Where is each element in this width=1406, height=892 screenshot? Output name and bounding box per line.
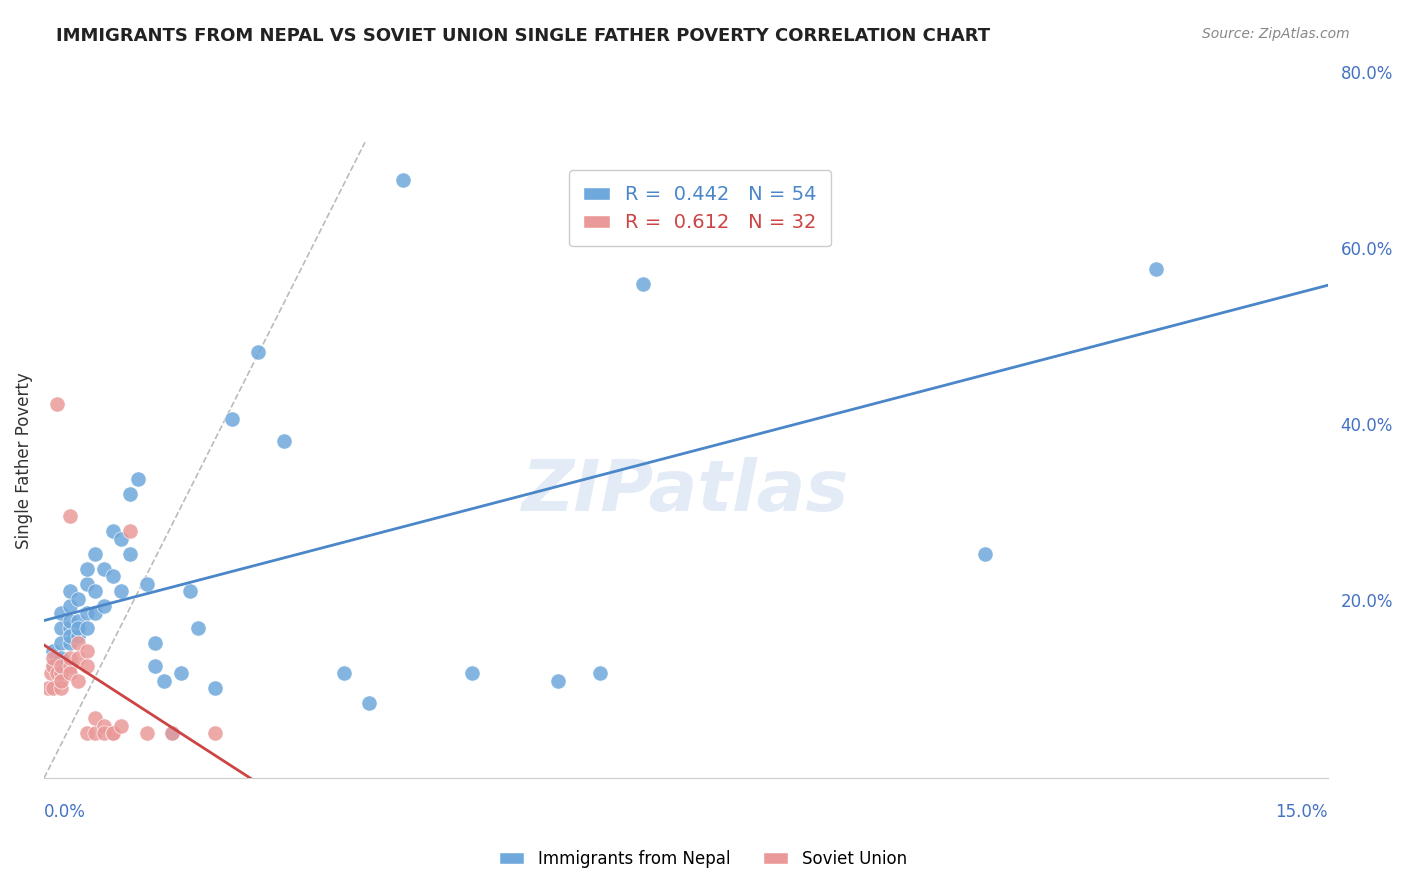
Soviet Union: [76, 726, 98, 740]
Immigrants from Nepal: [359, 696, 381, 710]
Immigrants from Nepal: [51, 607, 73, 621]
Soviet Union: [84, 726, 107, 740]
Immigrants from Nepal: [101, 524, 124, 539]
Immigrants from Nepal: [51, 651, 73, 665]
Immigrants from Nepal: [59, 629, 82, 643]
Immigrants from Nepal: [332, 666, 354, 681]
Immigrants from Nepal: [76, 607, 98, 621]
Immigrants from Nepal: [67, 591, 90, 606]
Soviet Union: [204, 726, 226, 740]
Immigrants from Nepal: [127, 472, 149, 486]
Soviet Union: [59, 666, 82, 681]
Soviet Union: [51, 666, 73, 681]
Immigrants from Nepal: [118, 547, 141, 561]
Text: 0.0%: 0.0%: [44, 804, 86, 822]
Immigrants from Nepal: [76, 576, 98, 591]
Immigrants from Nepal: [84, 607, 107, 621]
Immigrants from Nepal: [118, 487, 141, 501]
Immigrants from Nepal: [179, 584, 201, 599]
Soviet Union: [135, 726, 157, 740]
Soviet Union: [41, 681, 63, 696]
Soviet Union: [67, 636, 90, 650]
Immigrants from Nepal: [1146, 262, 1168, 277]
Text: 15.0%: 15.0%: [1275, 804, 1327, 822]
Text: 20.0%: 20.0%: [1340, 593, 1393, 611]
Soviet Union: [46, 666, 69, 681]
Text: 80.0%: 80.0%: [1340, 65, 1393, 83]
Soviet Union: [101, 726, 124, 740]
Immigrants from Nepal: [143, 658, 166, 673]
Text: 60.0%: 60.0%: [1340, 241, 1393, 259]
Soviet Union: [59, 509, 82, 524]
Soviet Union: [110, 719, 132, 733]
Soviet Union: [41, 658, 63, 673]
Immigrants from Nepal: [67, 629, 90, 643]
Soviet Union: [51, 681, 73, 696]
Immigrants from Nepal: [93, 561, 115, 575]
Soviet Union: [67, 673, 90, 688]
Immigrants from Nepal: [461, 666, 484, 681]
Immigrants from Nepal: [51, 622, 73, 636]
Immigrants from Nepal: [110, 584, 132, 599]
Soviet Union: [76, 644, 98, 658]
Immigrants from Nepal: [93, 599, 115, 613]
Soviet Union: [84, 711, 107, 725]
Immigrants from Nepal: [59, 584, 82, 599]
Legend: R =  0.442   N = 54, R =  0.612   N = 32: R = 0.442 N = 54, R = 0.612 N = 32: [569, 170, 831, 246]
Immigrants from Nepal: [59, 599, 82, 613]
Immigrants from Nepal: [67, 614, 90, 628]
Soviet Union: [39, 666, 62, 681]
Soviet Union: [51, 658, 73, 673]
Soviet Union: [162, 726, 184, 740]
Immigrants from Nepal: [974, 547, 997, 561]
Y-axis label: Single Father Poverty: Single Father Poverty: [15, 372, 32, 549]
Text: IMMIGRANTS FROM NEPAL VS SOVIET UNION SINGLE FATHER POVERTY CORRELATION CHART: IMMIGRANTS FROM NEPAL VS SOVIET UNION SI…: [56, 27, 990, 45]
Immigrants from Nepal: [135, 576, 157, 591]
Soviet Union: [46, 397, 69, 411]
Soviet Union: [37, 681, 59, 696]
Immigrants from Nepal: [187, 622, 209, 636]
Soviet Union: [41, 651, 63, 665]
Immigrants from Nepal: [273, 434, 295, 449]
Immigrants from Nepal: [41, 644, 63, 658]
Immigrants from Nepal: [84, 584, 107, 599]
Soviet Union: [93, 726, 115, 740]
Immigrants from Nepal: [547, 673, 569, 688]
Immigrants from Nepal: [803, 172, 825, 186]
Soviet Union: [93, 719, 115, 733]
Immigrants from Nepal: [67, 622, 90, 636]
Text: Source: ZipAtlas.com: Source: ZipAtlas.com: [1202, 27, 1350, 41]
Immigrants from Nepal: [162, 726, 184, 740]
Immigrants from Nepal: [101, 569, 124, 583]
Immigrants from Nepal: [84, 547, 107, 561]
Soviet Union: [101, 726, 124, 740]
Immigrants from Nepal: [59, 622, 82, 636]
Immigrants from Nepal: [41, 658, 63, 673]
Immigrants from Nepal: [51, 636, 73, 650]
Immigrants from Nepal: [392, 172, 415, 186]
Soviet Union: [51, 673, 73, 688]
Immigrants from Nepal: [589, 666, 612, 681]
Immigrants from Nepal: [59, 636, 82, 650]
Legend: Immigrants from Nepal, Soviet Union: Immigrants from Nepal, Soviet Union: [492, 844, 914, 875]
Immigrants from Nepal: [631, 277, 654, 292]
Text: ZIPatlas: ZIPatlas: [522, 458, 849, 526]
Immigrants from Nepal: [59, 614, 82, 628]
Soviet Union: [67, 651, 90, 665]
Immigrants from Nepal: [143, 636, 166, 650]
Immigrants from Nepal: [221, 412, 243, 426]
Soviet Union: [76, 658, 98, 673]
Immigrants from Nepal: [76, 561, 98, 575]
Immigrants from Nepal: [110, 532, 132, 546]
Text: 40.0%: 40.0%: [1340, 417, 1393, 435]
Immigrants from Nepal: [247, 344, 270, 359]
Soviet Union: [118, 524, 141, 539]
Immigrants from Nepal: [170, 666, 193, 681]
Immigrants from Nepal: [76, 622, 98, 636]
Immigrants from Nepal: [153, 673, 176, 688]
Soviet Union: [59, 658, 82, 673]
Immigrants from Nepal: [204, 681, 226, 696]
Soviet Union: [59, 651, 82, 665]
